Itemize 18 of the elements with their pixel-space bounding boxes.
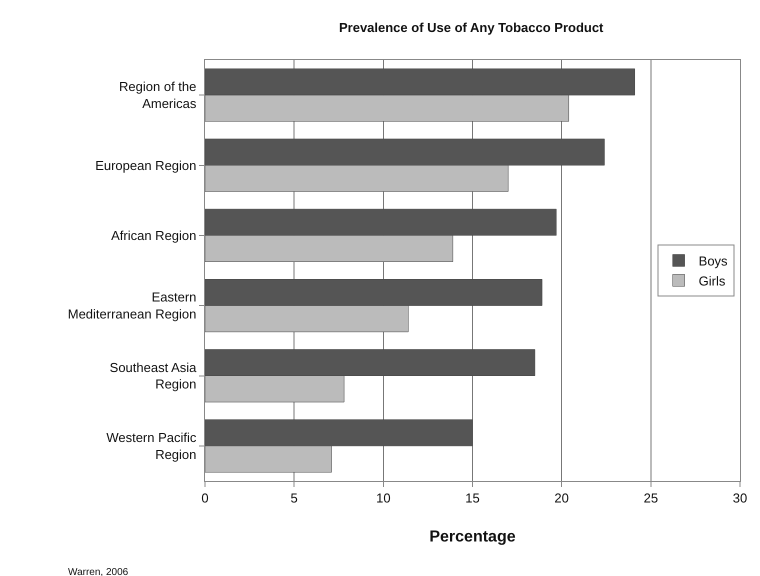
y-tick-label: Western Pacific Region <box>106 430 197 462</box>
y-tick-label: Southeast Asia Region <box>110 360 198 392</box>
x-tick-label: 25 <box>644 490 658 506</box>
legend-label: Boys <box>698 254 728 269</box>
x-tick-label: 20 <box>554 490 569 506</box>
text: Warren, 2006 <box>68 567 129 576</box>
y-tick-label: African Region <box>111 228 196 243</box>
y-tick-label: European Region <box>95 158 196 173</box>
x-tick-label: 30 <box>732 490 748 506</box>
x-tick-label: 10 <box>376 490 391 506</box>
legend-label: Girls <box>698 273 726 288</box>
y-tick-label: Region of the Americas <box>119 79 197 112</box>
x-tick-label: 15 <box>465 490 480 506</box>
y-tick-label: Eastern Mediterranean Region <box>68 290 196 322</box>
chart-title: Prevalence of Use of Any Tobacco Product <box>338 20 604 36</box>
x-tick-label: 0 <box>201 490 209 506</box>
x-axis-title: Percentage <box>429 528 516 546</box>
x-tick-label: 5 <box>290 490 298 506</box>
